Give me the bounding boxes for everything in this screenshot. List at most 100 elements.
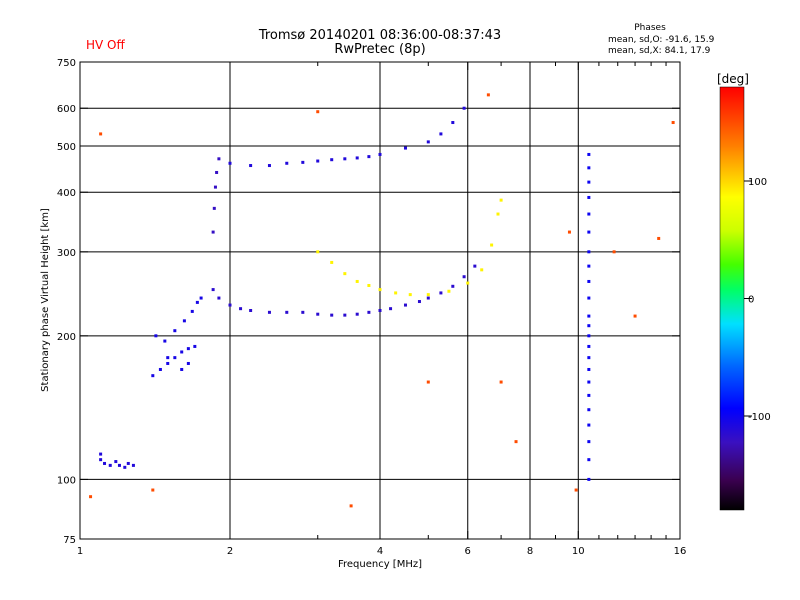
data-point — [213, 185, 217, 189]
data-point — [378, 308, 382, 312]
data-point — [480, 268, 484, 272]
x-tick-label: 8 — [527, 546, 533, 557]
data-point — [587, 477, 591, 481]
data-point — [239, 307, 243, 311]
data-point — [587, 152, 591, 156]
data-point — [217, 157, 221, 161]
data-point — [426, 296, 430, 300]
data-point — [151, 488, 155, 492]
data-point — [587, 367, 591, 371]
plot-points — [89, 93, 675, 508]
data-point — [103, 461, 107, 465]
data-point — [587, 440, 591, 444]
data-point — [496, 212, 500, 216]
y-tick-label: 300 — [57, 248, 76, 259]
data-point — [367, 283, 371, 287]
data-point — [612, 250, 616, 254]
data-point — [114, 460, 118, 464]
x-axis-label: Frequency [MHz] — [338, 559, 422, 570]
status-label: HV Off — [86, 38, 125, 52]
x-tick-label: 16 — [674, 546, 687, 557]
data-point — [587, 250, 591, 254]
data-point — [249, 164, 253, 168]
data-point — [426, 293, 430, 297]
data-point — [343, 272, 347, 276]
data-point — [126, 461, 130, 465]
data-point — [408, 293, 412, 297]
data-point — [587, 212, 591, 216]
data-point — [587, 195, 591, 199]
x-tick-label: 10 — [572, 546, 585, 557]
data-point — [349, 504, 353, 508]
data-point — [394, 291, 398, 295]
stats-line-o: mean, sd,O: -91.6, 15.9 — [608, 35, 715, 45]
data-point — [587, 314, 591, 318]
data-point — [173, 329, 177, 333]
data-point — [403, 303, 407, 307]
data-point — [587, 180, 591, 184]
y-axis-label: Stationary phase Virtual Height [km] — [40, 208, 51, 392]
data-point — [587, 279, 591, 283]
data-point — [301, 310, 305, 314]
data-point — [131, 463, 135, 467]
data-point — [451, 121, 455, 125]
data-point — [633, 314, 637, 318]
data-point — [186, 361, 190, 365]
data-point — [473, 264, 477, 268]
data-point — [186, 347, 190, 351]
data-point — [587, 356, 591, 360]
data-point — [163, 339, 167, 343]
data-point — [285, 310, 289, 314]
data-point — [316, 312, 320, 316]
data-point — [378, 288, 382, 292]
data-point — [343, 313, 347, 317]
colorbar — [719, 86, 745, 511]
data-point — [587, 324, 591, 328]
data-point — [587, 380, 591, 384]
data-point — [330, 313, 334, 317]
y-tick-label: 200 — [57, 332, 76, 343]
data-point — [466, 281, 470, 285]
data-point — [215, 170, 219, 174]
data-point — [108, 463, 112, 467]
data-point — [499, 380, 503, 384]
data-point — [587, 166, 591, 170]
y-tick-label: 750 — [57, 58, 76, 69]
data-point — [587, 296, 591, 300]
data-point — [99, 452, 103, 456]
data-point — [123, 465, 127, 469]
data-point — [228, 161, 232, 165]
data-point — [462, 106, 466, 110]
data-point — [417, 300, 421, 304]
data-point — [217, 296, 221, 300]
x-tick-label: 4 — [377, 546, 383, 557]
data-point — [212, 206, 216, 210]
data-point — [355, 279, 359, 283]
data-point — [180, 367, 184, 371]
data-point — [439, 132, 443, 136]
data-point — [355, 156, 359, 160]
data-point — [316, 110, 320, 114]
data-point — [367, 155, 371, 159]
x-axis: 1 2 4 6 8 10 16 — [77, 62, 687, 557]
data-point — [587, 458, 591, 462]
data-point — [378, 152, 382, 156]
data-point — [490, 243, 494, 247]
colorbar-tick-label: 100 — [748, 177, 767, 188]
plot-grid — [80, 62, 680, 539]
data-point — [439, 291, 443, 295]
colorbar-tick-label: -100 — [748, 412, 771, 423]
data-point — [193, 344, 197, 348]
data-point — [199, 296, 203, 300]
data-point — [403, 146, 407, 150]
data-point — [499, 198, 503, 202]
data-point — [587, 344, 591, 348]
data-point — [426, 380, 430, 384]
chart-subtitle: RwPretec (8p) — [334, 42, 425, 57]
data-point — [587, 423, 591, 427]
data-point — [173, 356, 177, 360]
data-point — [330, 260, 334, 264]
colorbar-unit: [deg] — [717, 72, 749, 86]
data-point — [158, 367, 162, 371]
